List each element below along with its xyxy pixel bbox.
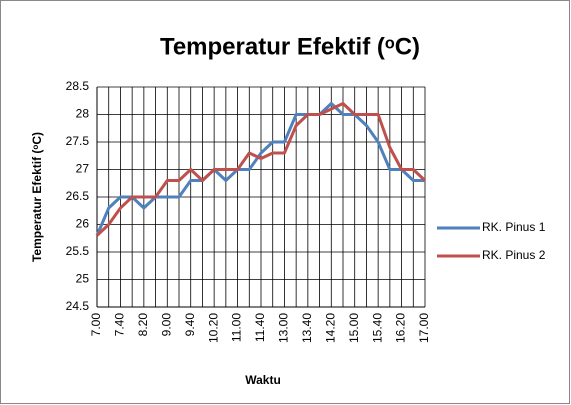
- x-tick-label: 9.00: [159, 313, 173, 337]
- x-tick-label: 7.40: [113, 313, 127, 337]
- y-tick-label: 26.5: [66, 189, 90, 203]
- x-tick-label: 9.40: [183, 313, 197, 337]
- x-tick-label: 15.00: [347, 313, 361, 343]
- x-tick-label: 17.00: [417, 313, 431, 343]
- y-tick-label: 27: [76, 162, 90, 176]
- y-tick-label: 27.5: [66, 134, 90, 148]
- x-tick-label: 8.20: [136, 313, 150, 337]
- y-axis-title: Temperatur Efektif (ᵒC): [30, 132, 44, 262]
- legend-label: RK. Pinus 2: [482, 248, 546, 262]
- y-tick-label: 25: [76, 272, 90, 286]
- x-tick-label: 11.40: [253, 313, 267, 342]
- x-tick-label: 15.40: [370, 313, 384, 343]
- legend-label: RK. Pinus 1: [482, 220, 546, 234]
- x-tick-label: 11.00: [230, 313, 244, 342]
- y-tick-label: 24.5: [66, 299, 90, 313]
- x-tick-label: 7.00: [89, 313, 103, 337]
- chart-title: Temperatur Efektif (ᵒC): [160, 33, 420, 60]
- series-line: [95, 102, 425, 237]
- y-tick-label: 25.5: [66, 244, 90, 258]
- x-tick-label: 14.20: [323, 313, 337, 343]
- y-tick-label: 28.5: [66, 79, 90, 93]
- x-axis-title: Waktu: [245, 373, 281, 387]
- x-tick-label: 10.20: [206, 313, 220, 343]
- x-tick-label: 13.40: [300, 313, 314, 343]
- series-line: [95, 102, 427, 237]
- y-tick-label: 26: [76, 217, 90, 231]
- x-tick-label: 13.00: [277, 313, 291, 343]
- x-tick-label: 16.20: [394, 313, 408, 343]
- y-tick-label: 28: [76, 107, 90, 121]
